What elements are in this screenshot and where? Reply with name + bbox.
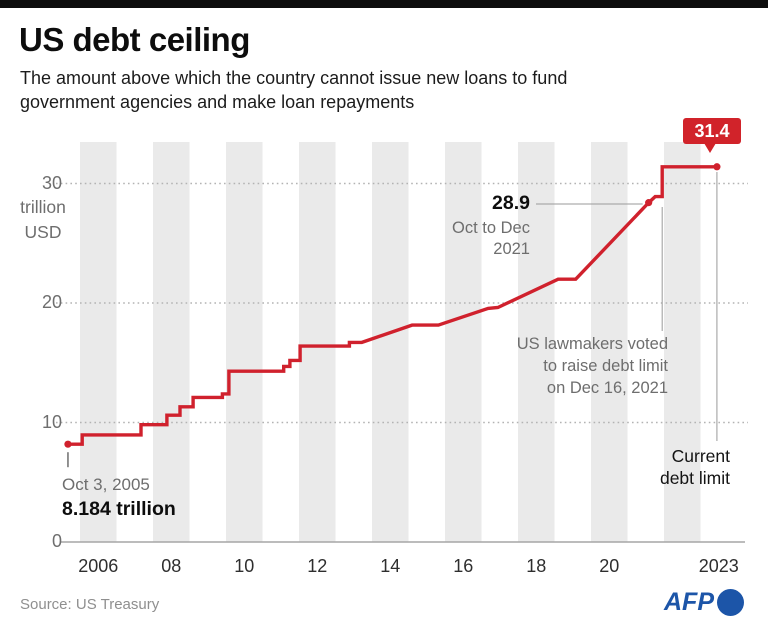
subtitle-line-2: government agencies and make loan repaym…: [20, 92, 415, 112]
annotation-vote-line3: on Dec 16, 2021: [546, 379, 668, 397]
top-accent-bar: [0, 0, 768, 8]
annotation-lawmakers-vote: US lawmakers voted to raise debt limit o…: [517, 333, 668, 399]
debt-ceiling-line: [68, 165, 717, 446]
year-band: [591, 142, 628, 542]
annotation-vote-line1: US lawmakers voted: [516, 335, 668, 353]
annotation-start-value: 8.184 trillion: [62, 498, 176, 520]
annotation-28-9-value: 28.9: [492, 192, 530, 214]
badge-pointer-icon: [704, 143, 716, 153]
year-band: [226, 142, 263, 542]
page-title: US debt ceiling: [19, 21, 250, 58]
afp-logo-text: AFP: [664, 588, 714, 616]
y-axis-unit-line-1: trillion: [20, 197, 66, 217]
data-point-dot: [713, 163, 721, 171]
annotation-start-date: Oct 3, 2005: [62, 475, 150, 494]
year-band: [80, 142, 117, 542]
source-credit: Source: US Treasury: [20, 596, 160, 613]
annotation-current-debt-limit: Current debt limit: [660, 445, 730, 489]
afp-logo: AFP: [664, 588, 744, 617]
subtitle-line-1: The amount above which the country canno…: [20, 68, 568, 88]
year-band: [153, 142, 190, 542]
afp-logo-circle-icon: [717, 589, 744, 616]
y-axis-unit-label: trillion USD: [0, 195, 86, 245]
annotation-current-line1: Current: [671, 446, 730, 466]
annotation-vote-line2: to raise debt limit: [543, 357, 668, 375]
year-band: [664, 142, 701, 542]
annotation-current-line2: debt limit: [659, 468, 730, 488]
y-axis-unit-line-2: USD: [24, 222, 62, 242]
annotation-start-point: Oct 3, 2005 8.184 trillion: [62, 475, 176, 521]
current-limit-badge-value: 31.4: [694, 121, 730, 141]
year-band: [518, 142, 555, 542]
annotation-28-9: 28.9 Oct to Dec 2021: [452, 192, 530, 260]
year-band: [372, 142, 409, 542]
annotation-28-9-period-line1: Oct to Dec: [452, 219, 530, 237]
year-band: [299, 142, 336, 542]
subtitle: The amount above which the country canno…: [20, 66, 567, 114]
year-band: [445, 142, 482, 542]
current-limit-value-badge: 31.4: [683, 118, 741, 153]
data-point-dot: [645, 199, 653, 207]
annotation-28-9-period-line2: 2021: [493, 240, 530, 258]
data-point-dot: [64, 440, 72, 448]
